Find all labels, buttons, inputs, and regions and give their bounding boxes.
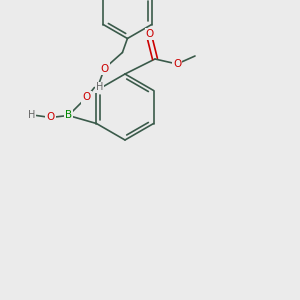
Text: O: O bbox=[100, 64, 109, 74]
Text: O: O bbox=[82, 92, 91, 103]
Text: O: O bbox=[146, 29, 154, 39]
Text: H: H bbox=[96, 82, 103, 92]
Text: H: H bbox=[28, 110, 35, 121]
Text: O: O bbox=[173, 59, 181, 69]
Text: B: B bbox=[65, 110, 72, 121]
Text: O: O bbox=[46, 112, 55, 122]
